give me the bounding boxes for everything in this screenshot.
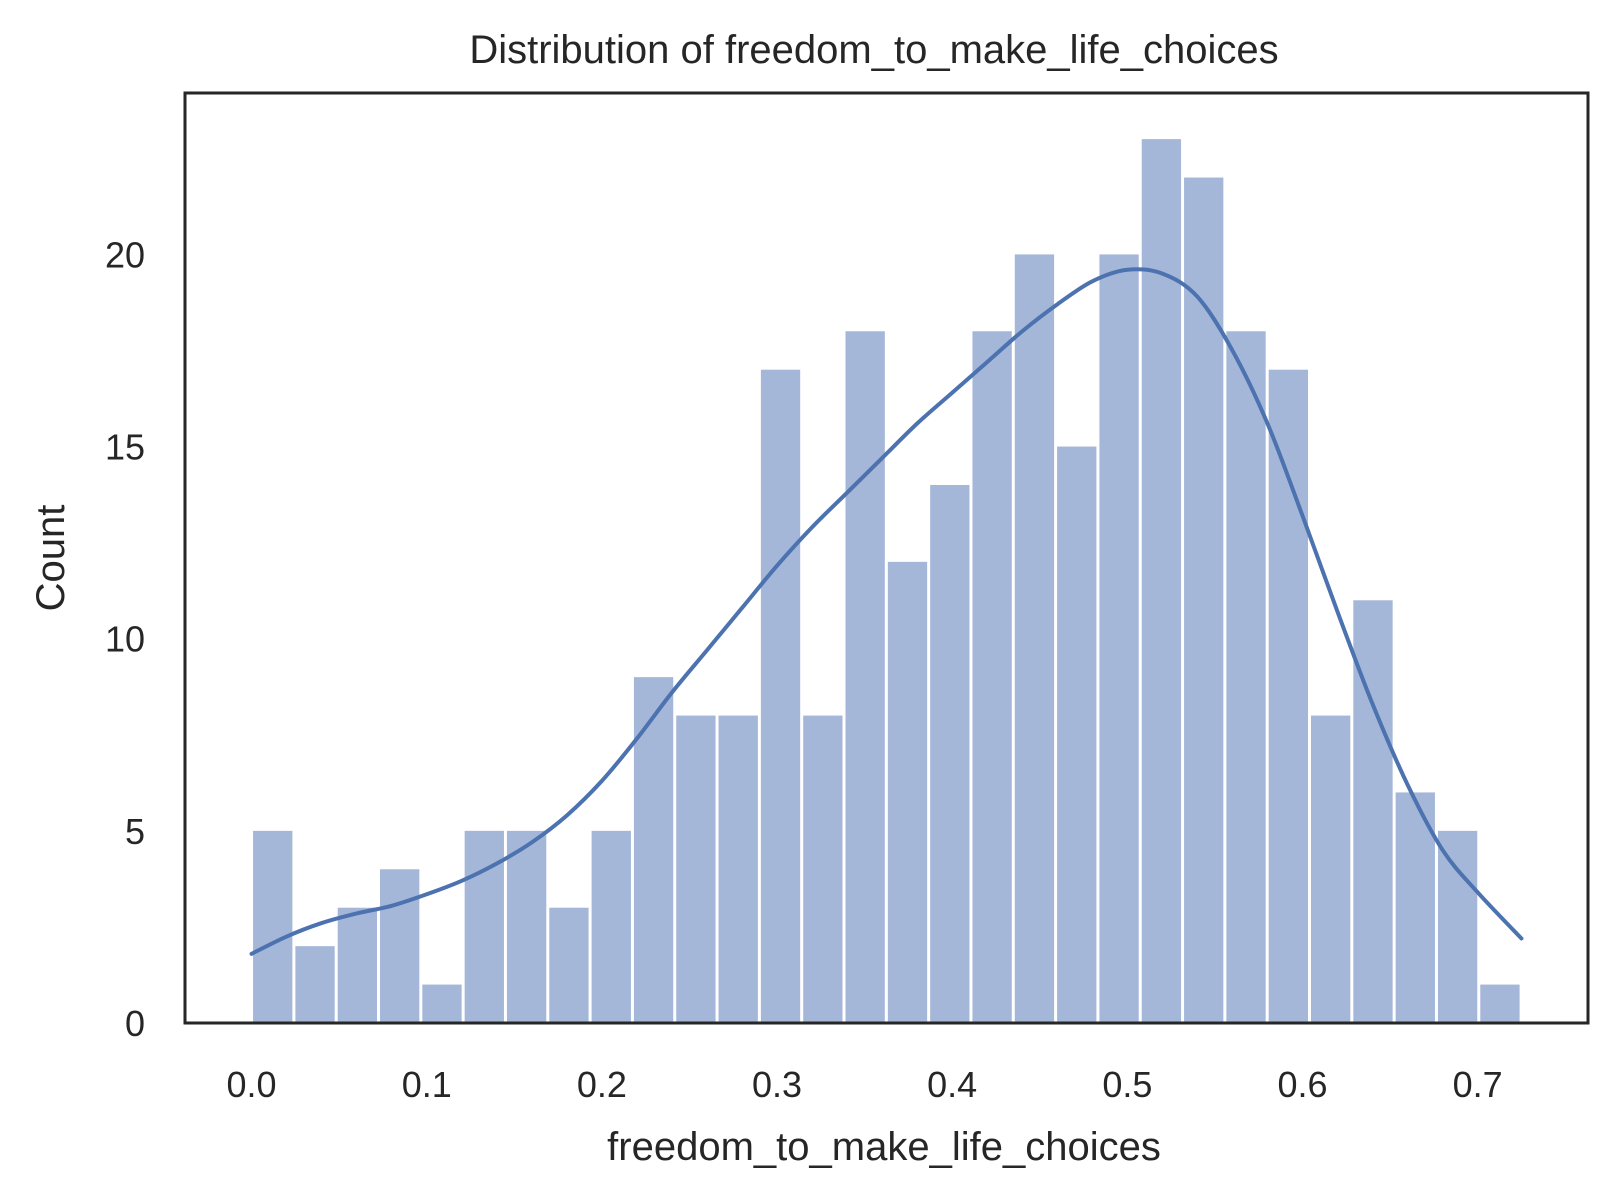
histogram-bar — [506, 830, 547, 1023]
histogram-bar — [676, 715, 716, 1023]
plot-frame — [183, 91, 1590, 1025]
histogram-bar — [464, 830, 504, 1023]
histogram-bar — [253, 830, 293, 1023]
x-tick-label: 0.0 — [227, 1064, 277, 1105]
histogram-bar — [760, 369, 801, 1023]
x-tick-label: 0.4 — [927, 1064, 977, 1105]
histogram-bar — [1014, 254, 1055, 1023]
histogram-bar — [422, 984, 462, 1023]
kde-line — [249, 267, 1524, 956]
y-tick-label: 15 — [105, 427, 145, 468]
x-tick-label: 0.7 — [1453, 1064, 1503, 1105]
bars-group — [253, 139, 1520, 1023]
histogram-bar — [337, 907, 378, 1023]
histogram-bar — [1395, 792, 1435, 1023]
y-tick-label: 10 — [105, 619, 145, 660]
histogram-bar — [972, 331, 1012, 1023]
y-tick-label: 20 — [105, 234, 145, 275]
y-tick-label: 5 — [125, 811, 145, 852]
y-axis-label: Count — [29, 505, 73, 612]
x-axis-label: freedom_to_make_life_choices — [607, 1125, 1161, 1169]
histogram-bar — [887, 561, 928, 1023]
x-tick-label: 0.3 — [752, 1064, 802, 1105]
histogram-bar — [1226, 331, 1266, 1023]
x-tick-label: 0.1 — [402, 1064, 452, 1105]
histogram-bar — [803, 715, 843, 1023]
histogram-bar — [1184, 177, 1224, 1023]
histogram-bar — [591, 830, 631, 1023]
histogram-bar — [718, 715, 758, 1023]
histogram-bar — [295, 946, 335, 1023]
histogram-bar — [845, 331, 885, 1023]
histogram-bar — [549, 907, 589, 1023]
histogram-bar — [930, 484, 970, 1023]
y-axis-ticks: 0 5 10 15 20 — [105, 234, 145, 1044]
histogram-bar — [633, 677, 674, 1023]
x-tick-label: 0.2 — [577, 1064, 627, 1105]
x-tick-label: 0.6 — [1277, 1064, 1327, 1105]
histogram-bar — [1353, 600, 1393, 1023]
chart-title: Distribution of freedom_to_make_life_cho… — [469, 28, 1278, 72]
histogram-bar — [1437, 830, 1478, 1023]
histogram-bar — [380, 869, 420, 1023]
y-tick-label: 0 — [125, 1003, 145, 1044]
x-tick-label: 0.5 — [1102, 1064, 1152, 1105]
histogram-bar — [1057, 446, 1097, 1023]
x-axis-ticks: 0.0 0.1 0.2 0.3 0.4 0.5 0.6 0.7 — [227, 1064, 1503, 1105]
histogram-bar — [1268, 369, 1309, 1023]
histogram-bar — [1480, 984, 1520, 1023]
histogram-bar — [1099, 254, 1139, 1023]
histogram-bar — [1141, 139, 1182, 1023]
histogram-bar — [1311, 715, 1351, 1023]
